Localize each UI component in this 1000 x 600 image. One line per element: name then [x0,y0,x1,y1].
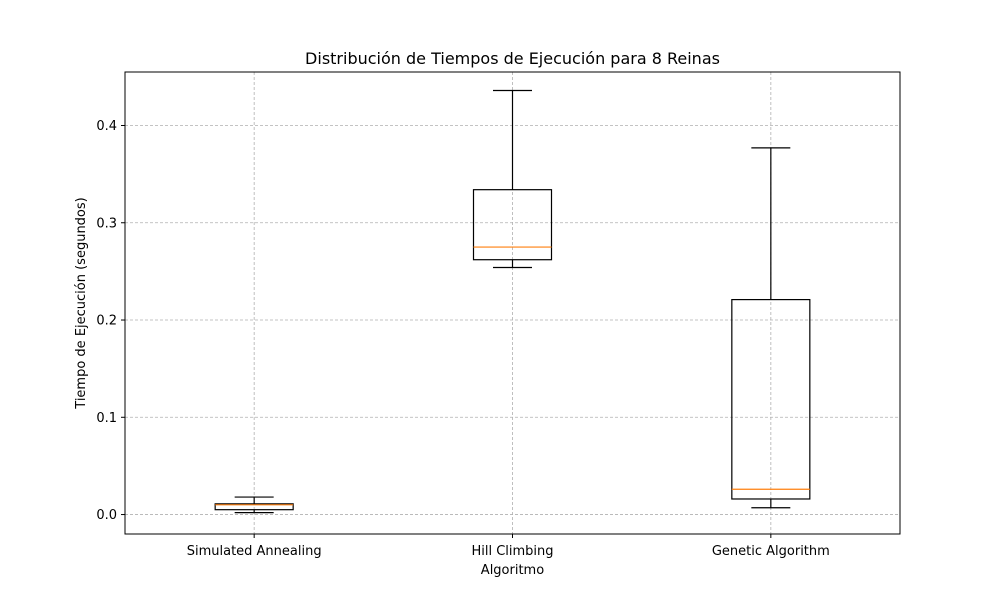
y-tick-label: 0.3 [96,216,117,231]
y-tick-label: 0.4 [96,119,117,134]
iqr-box [472,189,553,261]
x-axis-label: Algoritmo [481,563,544,578]
y-axis-label: Tiempo de Ejecución (segundos) [74,197,89,409]
iqr-box [731,298,811,500]
box-layer [214,89,811,514]
box-group [214,496,294,514]
x-tick-label: Simulated Annealing [187,544,322,559]
y-tick-label: 0.2 [96,314,117,329]
chart-title: Distribución de Tiempos de Ejecución par… [305,49,720,68]
x-tick-label: Genetic Algorithm [712,544,830,559]
box-group [731,147,811,509]
box-group [472,89,553,269]
x-tick-label: Hill Climbing [471,544,553,559]
iqr-box [214,503,294,511]
tick-layer: 0.0 0.1 0.2 0.3 0.4 Simulated Annealing Hill C… [96,119,830,559]
y-tick-label: 0.0 [96,508,117,523]
y-tick-label: 0.1 [96,411,117,426]
